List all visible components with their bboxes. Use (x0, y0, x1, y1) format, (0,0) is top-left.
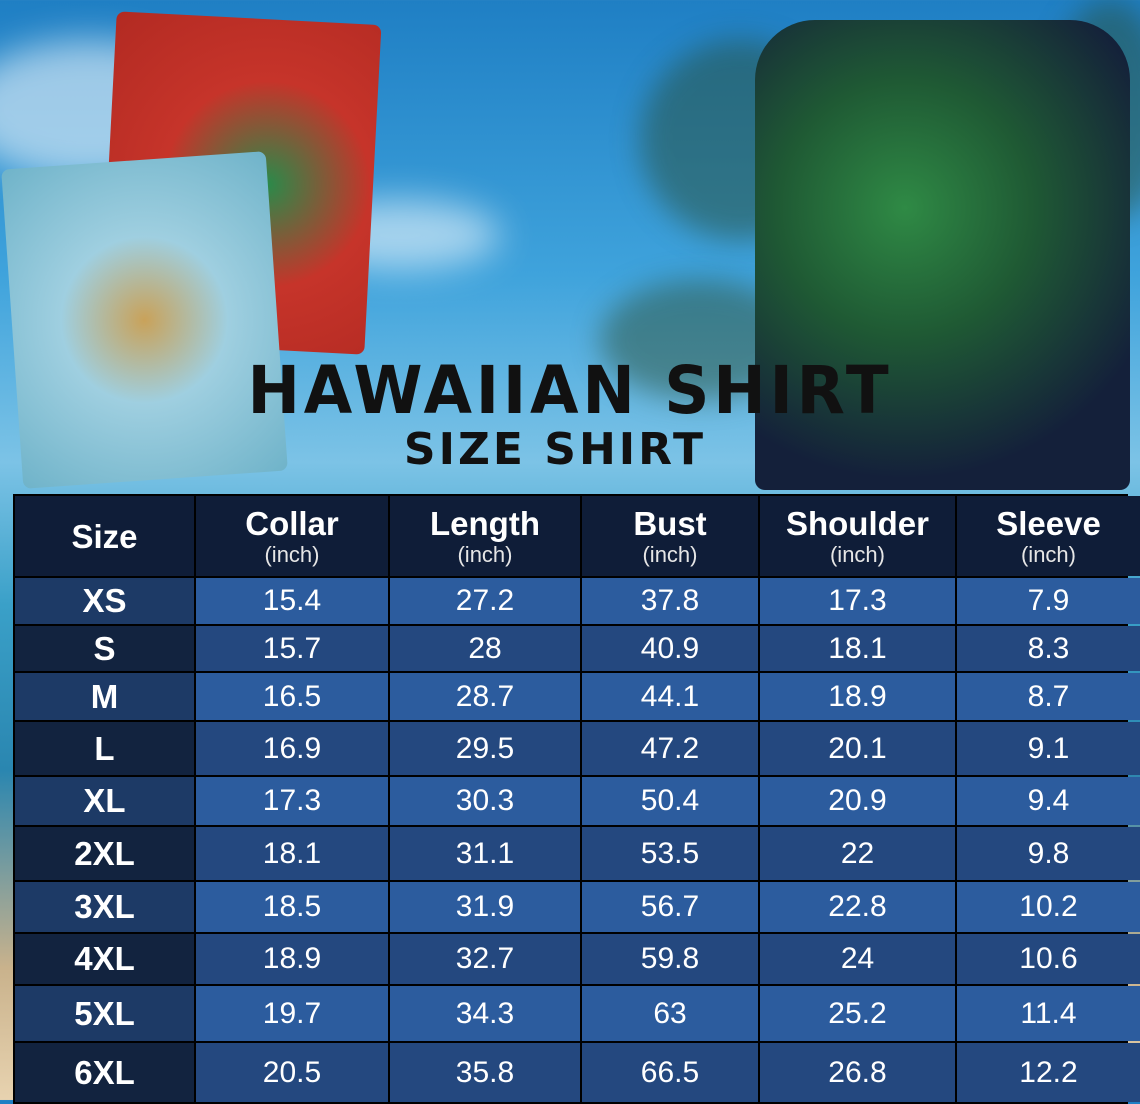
table-cell-sleeve: 8.3 (957, 626, 1140, 671)
table-cell-sleeve: 9.4 (957, 777, 1140, 825)
table-cell-shoulder: 18.1 (760, 626, 955, 671)
table-cell-shoulder: 17.3 (760, 578, 955, 624)
model-flamingo-shirt-image (755, 20, 1130, 490)
table-cell-length: 31.1 (390, 827, 580, 880)
table-cell-shoulder: 22.8 (760, 882, 955, 932)
table-cell-shoulder: 24 (760, 934, 955, 984)
table-cell-collar: 16.5 (196, 673, 388, 720)
table-cell-length: 29.5 (390, 722, 580, 775)
column-label: Length (430, 504, 540, 542)
size-label: S (15, 626, 194, 671)
column-label: Shoulder (785, 504, 929, 542)
column-unit: (inch) (1020, 541, 1076, 567)
page-title: HAWAIIAN SHIRT (247, 352, 893, 429)
table-cell-sleeve: 12.2 (957, 1043, 1140, 1102)
column-header-length: Length (inch) (390, 496, 580, 576)
column-label: Collar (245, 504, 339, 542)
table-cell-shoulder: 25.2 (760, 986, 955, 1041)
table-cell-bust: 40.9 (582, 626, 758, 671)
table-cell-length: 27.2 (390, 578, 580, 624)
table-cell-length: 35.8 (390, 1043, 580, 1102)
table-cell-shoulder: 20.9 (760, 777, 955, 825)
column-header-shoulder: Shoulder (inch) (760, 496, 955, 576)
size-label: L (15, 722, 194, 775)
table-cell-collar: 18.1 (196, 827, 388, 880)
table-cell-bust: 47.2 (582, 722, 758, 775)
table-cell-shoulder: 18.9 (760, 673, 955, 720)
table-cell-sleeve: 9.1 (957, 722, 1140, 775)
size-label: 4XL (15, 934, 194, 984)
size-label: 3XL (15, 882, 194, 932)
column-unit: (inch) (829, 541, 885, 567)
table-cell-sleeve: 10.2 (957, 882, 1140, 932)
table-cell-bust: 44.1 (582, 673, 758, 720)
table-cell-bust: 59.8 (582, 934, 758, 984)
table-cell-sleeve: 8.7 (957, 673, 1140, 720)
table-cell-length: 28 (390, 626, 580, 671)
size-chart-table: Size Collar (inch) Length (inch) Bust (inch) Sh… (13, 494, 1140, 1104)
table-cell-collar: 20.5 (196, 1043, 388, 1102)
size-label: 5XL (15, 986, 194, 1041)
table-cell-collar: 15.7 (196, 626, 388, 671)
size-label: 2XL (15, 827, 194, 880)
size-label: XS (15, 578, 194, 624)
table-cell-bust: 37.8 (582, 578, 758, 624)
column-label: Bust (633, 504, 707, 542)
table-cell-collar: 17.3 (196, 777, 388, 825)
column-header-size: Size (15, 496, 194, 576)
column-header-sleeve: Sleeve (inch) (957, 496, 1140, 576)
size-label: 6XL (15, 1043, 194, 1102)
column-label: Size (71, 517, 138, 555)
column-header-bust: Bust (inch) (582, 496, 758, 576)
table-cell-shoulder: 26.8 (760, 1043, 955, 1102)
table-cell-bust: 56.7 (582, 882, 758, 932)
size-label: XL (15, 777, 194, 825)
table-cell-bust: 66.5 (582, 1043, 758, 1102)
table-cell-collar: 16.9 (196, 722, 388, 775)
table-cell-shoulder: 20.1 (760, 722, 955, 775)
table-cell-bust: 63 (582, 986, 758, 1041)
page-subtitle: SIZE SHIRT (403, 424, 707, 475)
column-unit: (inch) (264, 541, 320, 567)
table-cell-collar: 15.4 (196, 578, 388, 624)
column-unit: (inch) (642, 541, 698, 567)
table-cell-length: 32.7 (390, 934, 580, 984)
table-cell-length: 28.7 (390, 673, 580, 720)
table-cell-bust: 50.4 (582, 777, 758, 825)
table-cell-shoulder: 22 (760, 827, 955, 880)
table-cell-sleeve: 11.4 (957, 986, 1140, 1041)
table-cell-sleeve: 9.8 (957, 827, 1140, 880)
table-cell-collar: 18.5 (196, 882, 388, 932)
table-cell-sleeve: 7.9 (957, 578, 1140, 624)
table-cell-length: 31.9 (390, 882, 580, 932)
table-cell-sleeve: 10.6 (957, 934, 1140, 984)
table-cell-bust: 53.5 (582, 827, 758, 880)
table-cell-length: 34.3 (390, 986, 580, 1041)
column-unit: (inch) (457, 541, 513, 567)
table-cell-collar: 18.9 (196, 934, 388, 984)
table-cell-collar: 19.7 (196, 986, 388, 1041)
column-header-collar: Collar (inch) (196, 496, 388, 576)
table-cell-length: 30.3 (390, 777, 580, 825)
column-label: Sleeve (996, 504, 1101, 542)
size-label: M (15, 673, 194, 720)
